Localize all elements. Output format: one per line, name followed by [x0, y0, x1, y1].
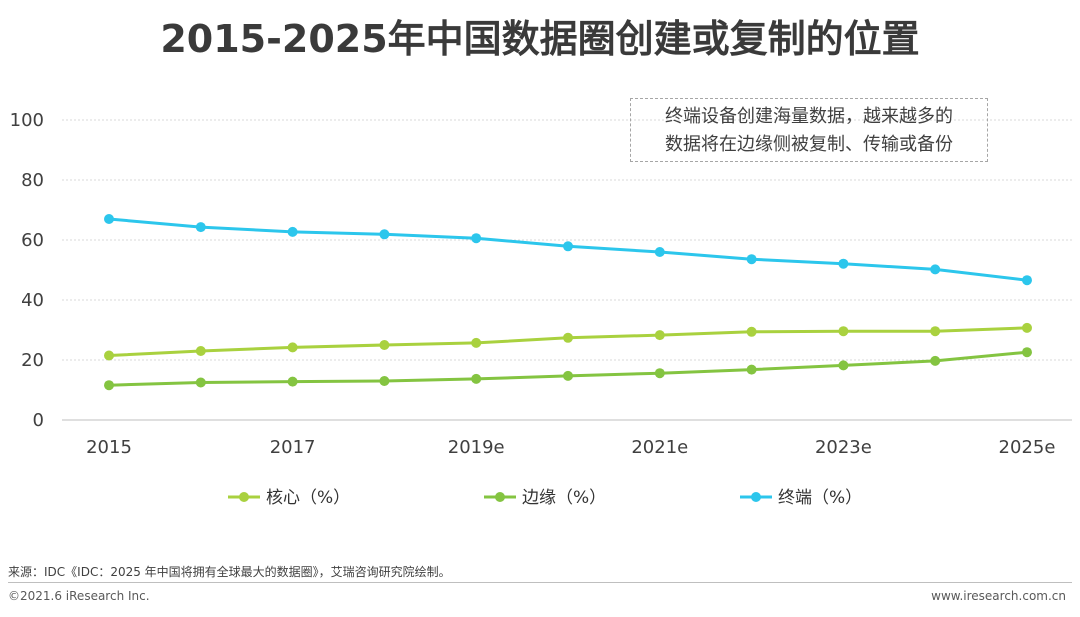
data-point — [654, 330, 665, 341]
x-tick-label: 2021e — [631, 437, 688, 458]
data-point — [379, 229, 390, 240]
x-tick-label: 2017 — [270, 437, 316, 458]
data-point — [471, 373, 482, 384]
data-point — [287, 226, 298, 237]
data-point — [104, 350, 114, 361]
legend-label: 边缘（%） — [522, 488, 606, 508]
line-chart: 0 20 40 60 80 100 2015 2017 2019e 2021e 2023e 2025e… — [10, 110, 1072, 508]
annotation-line-1: 终端设备创建海量数据，越来越多的 — [665, 106, 953, 127]
x-tick-label: 2015 — [86, 437, 132, 458]
site-url: www.iresearch.com.cn — [931, 589, 1066, 603]
y-tick-label: 60 — [21, 230, 44, 251]
source-note: 来源：IDC《IDC：2025 年中国将拥有全球最大的数据圈》，艾瑞咨询研究院绘… — [8, 565, 451, 579]
data-point — [930, 264, 941, 275]
data-point — [1022, 322, 1032, 333]
data-point — [838, 326, 849, 337]
y-tick-label: 40 — [21, 290, 44, 311]
data-point — [654, 247, 665, 257]
legend: 核心（%） 边缘（%） 终端（%） — [228, 488, 862, 508]
legend-swatch-marker — [751, 492, 761, 502]
data-point — [471, 337, 482, 348]
legend-swatch-marker — [239, 492, 249, 502]
data-point — [287, 376, 298, 387]
data-point — [563, 241, 573, 252]
data-point — [471, 233, 482, 244]
data-point — [563, 332, 573, 343]
data-point — [195, 346, 206, 356]
data-point — [930, 355, 941, 366]
data-point — [746, 364, 757, 375]
data-point — [1022, 347, 1032, 358]
data-point — [104, 214, 114, 224]
y-tick-label: 80 — [21, 170, 44, 191]
data-point — [1022, 275, 1032, 286]
data-point — [195, 222, 206, 233]
axes: 0 20 40 60 80 100 2015 2017 2019e 2021e 2023e 2025e — [10, 110, 1072, 458]
legend-swatch-marker — [495, 492, 505, 502]
data-point — [746, 326, 757, 337]
series-lines — [104, 214, 1032, 391]
y-tick-label: 20 — [21, 350, 44, 371]
data-point — [746, 254, 757, 265]
data-point — [838, 258, 849, 269]
data-point — [287, 342, 298, 353]
data-point — [104, 380, 114, 391]
data-point — [195, 377, 206, 388]
data-point — [563, 370, 573, 381]
footer-divider — [8, 582, 1072, 583]
annotation-box: 终端设备创建海量数据，越来越多的 数据将在边缘侧被复制、传输或备份 — [630, 98, 988, 162]
x-tick-label: 2019e — [448, 437, 505, 458]
copyright-text: ©2021.6 iResearch Inc. — [8, 589, 150, 603]
data-point — [379, 340, 390, 350]
y-tick-label: 0 — [33, 410, 44, 431]
data-point — [379, 376, 390, 386]
chart-title: 2015-2025年中国数据圈创建或复制的位置 — [160, 17, 920, 61]
x-tick-label: 2023e — [815, 437, 872, 458]
data-point — [930, 326, 941, 337]
data-point — [654, 368, 665, 379]
data-point — [838, 360, 849, 371]
legend-label: 终端（%） — [778, 488, 862, 508]
annotation-line-2: 数据将在边缘侧被复制、传输或备份 — [665, 134, 953, 155]
y-tick-label: 100 — [10, 110, 44, 131]
legend-label: 核心（%） — [266, 488, 350, 508]
x-tick-label: 2025e — [999, 437, 1056, 458]
gridlines — [62, 119, 1072, 361]
